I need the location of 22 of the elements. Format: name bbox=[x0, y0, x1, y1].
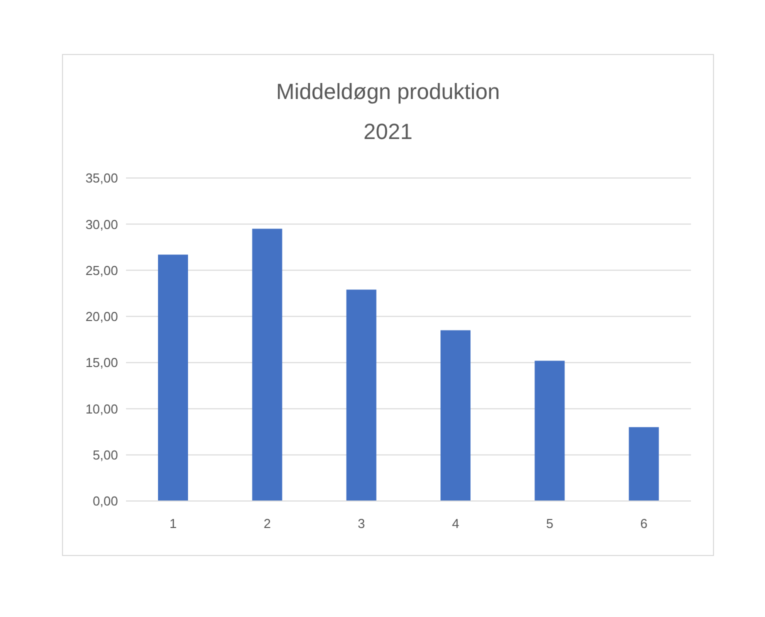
bar bbox=[628, 427, 659, 501]
y-tick-label: 20,00 bbox=[85, 309, 118, 324]
chart-title: Middeldøgn produktion bbox=[275, 79, 501, 105]
bar bbox=[534, 360, 565, 501]
bar bbox=[252, 228, 282, 501]
bar bbox=[440, 330, 471, 501]
y-tick-label: 15,00 bbox=[85, 355, 118, 370]
x-tick-label: 6 bbox=[640, 516, 648, 532]
y-tick-label: 35,00 bbox=[85, 170, 118, 186]
x-tick-label: 4 bbox=[452, 516, 460, 532]
y-tick-label: 5,00 bbox=[92, 447, 118, 462]
bar bbox=[346, 290, 376, 501]
x-tick-label: 2 bbox=[264, 516, 271, 532]
x-tick-label: 1 bbox=[169, 516, 177, 532]
chart-subtitle: 2021 bbox=[362, 119, 414, 145]
x-tick-label: 5 bbox=[546, 516, 554, 532]
x-tick-label: 3 bbox=[358, 516, 366, 532]
y-tick-label: 10,00 bbox=[85, 401, 118, 416]
y-tick-label: 30,00 bbox=[85, 216, 118, 232]
bar bbox=[158, 254, 188, 501]
y-tick-label: 25,00 bbox=[85, 262, 118, 278]
y-tick-label: 0,00 bbox=[92, 494, 118, 509]
